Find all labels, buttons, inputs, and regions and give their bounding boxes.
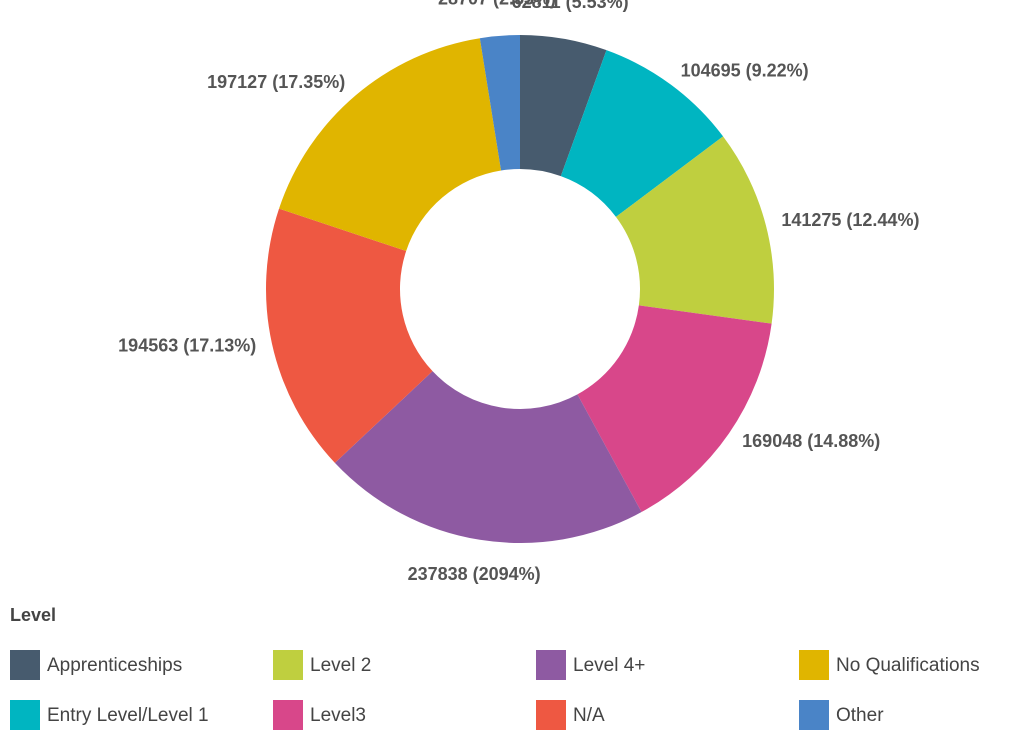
donut-slice: [479, 35, 520, 171]
donut-slice: [279, 38, 502, 252]
donut-slice: [520, 35, 607, 177]
legend-label: N/A: [573, 705, 605, 726]
value-label: 141275 (12.44%): [781, 210, 919, 230]
legend-swatch: [799, 700, 829, 730]
legend-swatch: [536, 700, 566, 730]
legend-swatch: [536, 650, 566, 680]
value-label: 104695 (9.22%): [681, 61, 809, 81]
donut-slice: [560, 50, 724, 217]
legend-label: Apprenticeships: [47, 655, 182, 676]
value-label: 194563 (17.13%): [118, 336, 256, 356]
legend-swatch: [273, 650, 303, 680]
legend-label: Level 4+: [573, 655, 645, 676]
legend-label: No Qualifications: [836, 655, 980, 676]
legend-label: Level3: [310, 705, 366, 726]
legend-label: Level 2: [310, 655, 371, 676]
legend-swatch: [799, 650, 829, 680]
donut-slice: [577, 305, 772, 513]
value-label: 237838 (2094%): [408, 564, 541, 584]
donut-slice: [334, 371, 642, 543]
donut-slice: [615, 136, 775, 324]
value-label: 28707 (2.53%): [438, 0, 556, 9]
legend-swatch: [10, 700, 40, 730]
legend-title: Level: [10, 605, 56, 625]
legend-label: Other: [836, 705, 884, 726]
value-label: 169048 (14.88%): [742, 431, 880, 451]
value-label: 62811 (5.53%): [512, 0, 629, 12]
legend-swatch: [273, 700, 303, 730]
donut-slice: [265, 208, 433, 463]
value-label: 197127 (17.35%): [207, 72, 345, 92]
legend-swatch: [10, 650, 40, 680]
legend-label: Entry Level/Level 1: [47, 705, 209, 726]
